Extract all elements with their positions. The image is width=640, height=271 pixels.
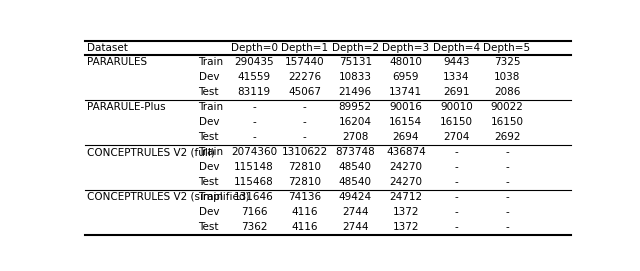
Text: -: - — [505, 178, 509, 188]
Text: -: - — [252, 117, 256, 127]
Text: 16150: 16150 — [440, 117, 473, 127]
Text: -: - — [303, 133, 307, 143]
Text: 1038: 1038 — [494, 72, 520, 82]
Text: Dev: Dev — [198, 162, 219, 172]
Text: 2744: 2744 — [342, 222, 369, 233]
Text: 74136: 74136 — [288, 192, 321, 202]
Text: 72810: 72810 — [288, 162, 321, 172]
Text: 1372: 1372 — [392, 207, 419, 217]
Text: 49424: 49424 — [339, 192, 372, 202]
Text: 2691: 2691 — [444, 88, 470, 98]
Text: 48540: 48540 — [339, 178, 372, 188]
Text: CONCEPTRULES V2 (simplified): CONCEPTRULES V2 (simplified) — [87, 192, 250, 202]
Text: 90010: 90010 — [440, 102, 473, 112]
Text: 2692: 2692 — [494, 133, 520, 143]
Text: -: - — [505, 162, 509, 172]
Text: 115148: 115148 — [234, 162, 274, 172]
Text: Test: Test — [198, 88, 219, 98]
Text: 873748: 873748 — [335, 147, 375, 157]
Text: Depth=2: Depth=2 — [332, 43, 379, 53]
Text: -: - — [252, 133, 256, 143]
Text: -: - — [454, 162, 458, 172]
Text: -: - — [303, 117, 307, 127]
Text: 24270: 24270 — [389, 178, 422, 188]
Text: 16150: 16150 — [490, 117, 524, 127]
Text: CONCEPTRULES V2 (full): CONCEPTRULES V2 (full) — [87, 147, 215, 157]
Text: 2704: 2704 — [444, 133, 470, 143]
Text: 115468: 115468 — [234, 178, 274, 188]
Text: 2694: 2694 — [392, 133, 419, 143]
Text: 24270: 24270 — [389, 162, 422, 172]
Text: Dev: Dev — [198, 207, 219, 217]
Text: Depth=4: Depth=4 — [433, 43, 480, 53]
Text: 90016: 90016 — [389, 102, 422, 112]
Text: 16204: 16204 — [339, 117, 372, 127]
Text: 2074360: 2074360 — [231, 147, 277, 157]
Text: PARARULES: PARARULES — [87, 57, 147, 67]
Text: Test: Test — [198, 133, 219, 143]
Text: 1372: 1372 — [392, 222, 419, 233]
Text: 21496: 21496 — [339, 88, 372, 98]
Text: 6959: 6959 — [392, 72, 419, 82]
Text: 1310622: 1310622 — [282, 147, 328, 157]
Text: 16154: 16154 — [389, 117, 422, 127]
Text: 4116: 4116 — [291, 207, 318, 217]
Text: 75131: 75131 — [339, 57, 372, 67]
Text: 48010: 48010 — [389, 57, 422, 67]
Text: Test: Test — [198, 178, 219, 188]
Text: 157440: 157440 — [285, 57, 324, 67]
Text: 2086: 2086 — [494, 88, 520, 98]
Text: Train: Train — [198, 147, 223, 157]
Text: Train: Train — [198, 57, 223, 67]
Text: -: - — [454, 207, 458, 217]
Text: Dev: Dev — [198, 72, 219, 82]
Text: -: - — [505, 192, 509, 202]
Text: 72810: 72810 — [288, 178, 321, 188]
Text: PARARULE-Plus: PARARULE-Plus — [87, 102, 166, 112]
Text: 83119: 83119 — [237, 88, 271, 98]
Text: 7166: 7166 — [241, 207, 268, 217]
Text: -: - — [505, 207, 509, 217]
Text: 7362: 7362 — [241, 222, 268, 233]
Text: 436874: 436874 — [386, 147, 426, 157]
Text: 9443: 9443 — [444, 57, 470, 67]
Text: 7325: 7325 — [494, 57, 520, 67]
Text: Dataset: Dataset — [87, 43, 128, 53]
Text: 48540: 48540 — [339, 162, 372, 172]
Text: 1334: 1334 — [444, 72, 470, 82]
Text: Test: Test — [198, 222, 219, 233]
Text: 90022: 90022 — [491, 102, 524, 112]
Text: -: - — [505, 222, 509, 233]
Text: 45067: 45067 — [288, 88, 321, 98]
Text: 2708: 2708 — [342, 133, 369, 143]
Text: -: - — [454, 222, 458, 233]
Text: Train: Train — [198, 102, 223, 112]
Text: -: - — [454, 192, 458, 202]
Text: 89952: 89952 — [339, 102, 372, 112]
Text: 41559: 41559 — [237, 72, 271, 82]
Text: 290435: 290435 — [234, 57, 274, 67]
Text: 13741: 13741 — [389, 88, 422, 98]
Text: 131646: 131646 — [234, 192, 274, 202]
Text: -: - — [454, 178, 458, 188]
Text: Train: Train — [198, 192, 223, 202]
Text: -: - — [454, 147, 458, 157]
Text: 24712: 24712 — [389, 192, 422, 202]
Text: -: - — [303, 102, 307, 112]
Text: Depth=0: Depth=0 — [230, 43, 278, 53]
Text: 10833: 10833 — [339, 72, 372, 82]
Text: -: - — [252, 102, 256, 112]
Text: 22276: 22276 — [288, 72, 321, 82]
Text: Depth=1: Depth=1 — [281, 43, 328, 53]
Text: 4116: 4116 — [291, 222, 318, 233]
Text: -: - — [505, 147, 509, 157]
Text: Depth=5: Depth=5 — [483, 43, 531, 53]
Text: Depth=3: Depth=3 — [382, 43, 429, 53]
Text: Dev: Dev — [198, 117, 219, 127]
Text: 2744: 2744 — [342, 207, 369, 217]
